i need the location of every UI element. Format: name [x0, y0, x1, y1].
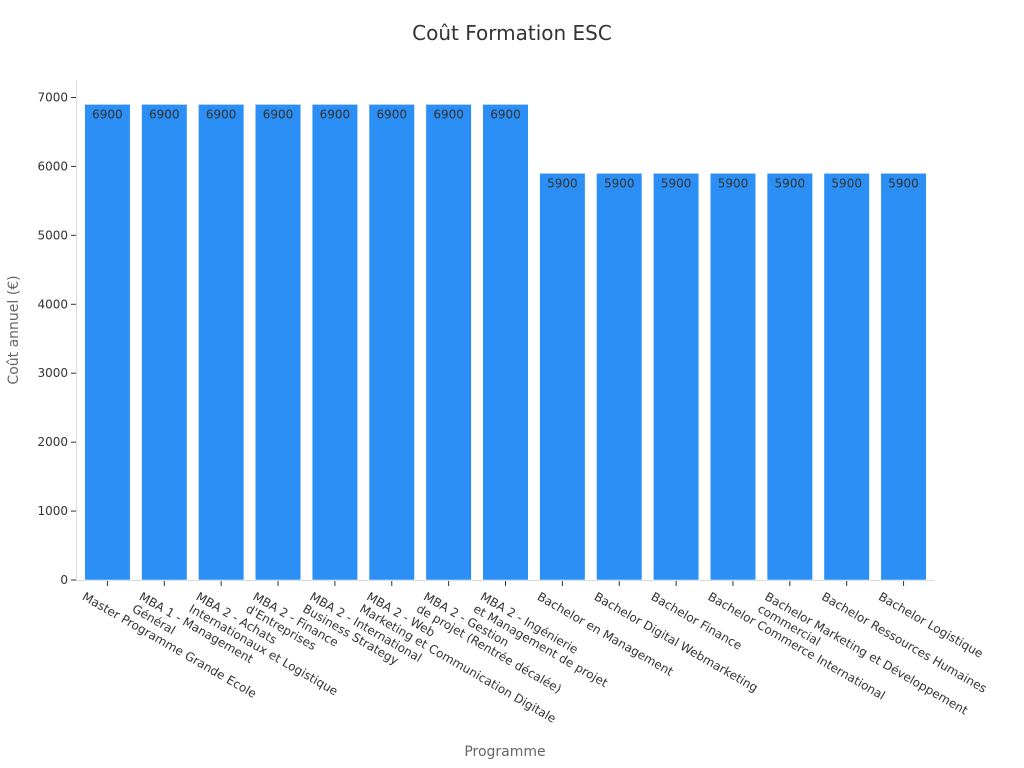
bars-group	[84, 104, 927, 581]
bar-value-label: 6900	[263, 107, 294, 121]
y-ticks-group: 0 1000 2000 3000 4000 5000 6000 7000	[37, 91, 76, 587]
y-tick-label: 0	[60, 573, 68, 587]
bar	[709, 173, 756, 581]
bar-value-label: 5900	[547, 176, 578, 190]
x-axis-label: Programme	[464, 744, 545, 760]
data-labels-group: 6900 6900 6900 6900 6900 6900 6900 6900 5900 5900…	[92, 107, 919, 190]
bar-value-label: 6900	[320, 107, 351, 121]
bar-value-label: 6900	[490, 107, 521, 121]
bar	[198, 104, 245, 581]
bar-value-label: 5900	[831, 176, 862, 190]
bar	[482, 104, 529, 581]
y-tick-label: 5000	[37, 228, 68, 242]
y-tick-label: 2000	[37, 435, 68, 449]
y-tick-label: 4000	[37, 297, 68, 311]
plot-area: 6900 6900 6900 6900 6900 6900 6900 6900 5900 5900…	[37, 80, 989, 726]
bar	[766, 173, 813, 581]
bar-value-label: 5900	[775, 176, 806, 190]
bar-value-label: 5900	[888, 176, 919, 190]
y-axis-label: Coût annuel (€)	[6, 275, 22, 384]
bar	[596, 173, 643, 581]
bar	[653, 173, 700, 581]
y-tick-label: 1000	[37, 504, 68, 518]
bar-value-label: 5900	[661, 176, 692, 190]
bar-value-label: 6900	[376, 107, 407, 121]
bar-value-label: 6900	[92, 107, 123, 121]
bar-value-label: 5900	[604, 176, 635, 190]
bar	[84, 104, 131, 581]
y-tick-label: 3000	[37, 366, 68, 380]
y-tick-label: 6000	[37, 159, 68, 173]
bar	[880, 173, 927, 581]
bar-value-label: 5900	[718, 176, 749, 190]
bar	[823, 173, 870, 581]
bar-value-label: 6900	[206, 107, 237, 121]
bar-value-label: 6900	[433, 107, 464, 121]
chart-title: Coût Formation ESC	[412, 21, 612, 45]
bar-value-label: 6900	[149, 107, 180, 121]
bar	[539, 173, 586, 581]
bar	[368, 104, 415, 581]
bar	[425, 104, 472, 581]
y-tick-label: 7000	[37, 91, 68, 105]
bar	[311, 104, 358, 581]
bar	[255, 104, 302, 581]
bar	[141, 104, 188, 581]
